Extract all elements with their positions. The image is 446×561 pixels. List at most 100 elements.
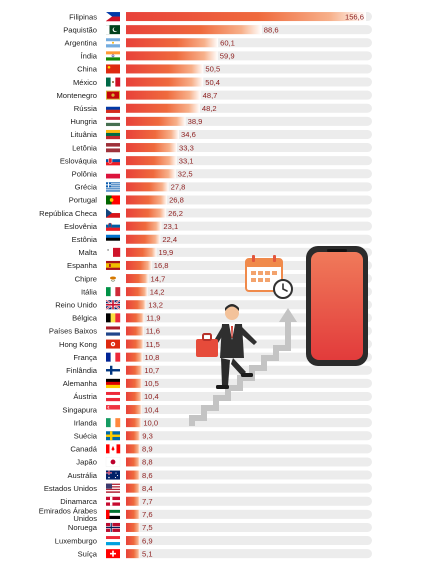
category-label-33: Canadá — [70, 445, 97, 454]
category-label-15: República Checa — [39, 209, 98, 218]
bar-row-30: Singapura 10,4 — [62, 405, 372, 415]
category-label-4: China — [77, 65, 98, 74]
bar-row-33: Canadá 8,9 — [70, 444, 372, 454]
bar-7 — [126, 103, 200, 113]
bar-32 — [126, 431, 141, 441]
value-label-10: 33,3 — [179, 143, 194, 152]
value-label-25: 11,5 — [146, 340, 160, 349]
united-kingdom-flag-icon — [105, 299, 121, 311]
bar-34 — [126, 457, 140, 467]
lithuania-flag-icon — [106, 129, 120, 140]
value-label-35: 8,6 — [142, 471, 153, 480]
value-label-5: 50,4 — [205, 78, 220, 87]
category-label-21: Itália — [81, 287, 98, 296]
bar-row-39: Noruega 7,5 — [68, 522, 372, 532]
bar-3 — [126, 51, 218, 61]
category-label-9: Lituânia — [70, 130, 97, 139]
bar-row-15: República Checa 26,2 — [39, 208, 372, 218]
category-label-12: Polônia — [72, 169, 98, 178]
value-label-1: 88,6 — [264, 25, 279, 34]
bar-40 — [126, 536, 140, 546]
value-label-2: 60,1 — [220, 38, 235, 47]
category-label-1: Paquistão — [63, 25, 97, 34]
bar-37 — [126, 496, 140, 506]
value-label-9: 34,6 — [181, 130, 196, 139]
bar-track-30 — [126, 405, 372, 415]
category-label-32: Suécia — [74, 431, 98, 440]
russia-flag-icon — [106, 103, 120, 113]
category-label-31: Irlanda — [74, 418, 98, 427]
bar-row-38: Emirados Árabes Unidos 7,6 — [39, 506, 372, 523]
greece-flag-icon — [106, 182, 120, 192]
value-label-17: 22,4 — [162, 235, 177, 244]
hong-kong-flag-icon — [106, 339, 120, 349]
category-label-19: Espanha — [67, 261, 98, 270]
value-label-15: 26,2 — [168, 209, 183, 218]
value-label-41: 5,1 — [142, 549, 153, 558]
bar-5 — [126, 77, 204, 87]
pakistan-flag-icon — [106, 25, 120, 35]
value-label-11: 33,1 — [179, 156, 194, 165]
value-label-24: 11,6 — [146, 327, 160, 336]
bar-6 — [126, 90, 201, 100]
category-label-17: Estônia — [72, 235, 98, 244]
category-label-29: Áustria — [73, 392, 97, 401]
japan-flag-icon — [105, 457, 121, 467]
netherlands-flag-icon — [106, 326, 120, 336]
value-label-0: 156,6 — [345, 12, 364, 21]
bar-41 — [126, 549, 140, 559]
bar-31 — [126, 418, 142, 428]
value-label-37: 7,7 — [142, 497, 153, 506]
bar-8 — [126, 116, 186, 126]
category-label-36: Estados Unidos — [44, 484, 97, 493]
category-label-35: Austrália — [67, 471, 97, 480]
category-label-27: Finlândia — [66, 366, 98, 375]
bar-track-13 — [126, 182, 372, 192]
canada-flag-icon — [106, 444, 121, 454]
bar-row-28: Alemanha 10,5 — [63, 378, 372, 389]
category-label-20: Chipre — [75, 274, 97, 283]
finland-flag-icon — [106, 365, 120, 375]
category-label-34: Japão — [76, 458, 97, 467]
bar-row-37: Dinamarca 7,7 — [60, 496, 372, 506]
staircase-arrow-illustration — [189, 308, 297, 426]
bar-24 — [126, 326, 144, 336]
bar-row-29: Áustria 10,4 — [73, 391, 372, 402]
bar-35 — [126, 470, 140, 480]
bar-track-14 — [126, 195, 372, 205]
belgium-flag-icon — [106, 313, 121, 323]
bar-row-40: Luxemburgo 6,9 — [55, 536, 372, 546]
hungary-flag-icon — [106, 116, 120, 127]
bar-row-10: Letônia 33,3 — [72, 143, 372, 153]
luxembourg-flag-icon — [106, 536, 120, 546]
bar-10 — [126, 143, 178, 153]
bar-track-36 — [126, 483, 372, 493]
category-label-7: Rússia — [74, 104, 98, 113]
bar-track-40 — [126, 536, 372, 546]
bar-track-29 — [126, 391, 372, 401]
bar-row-11: Eslováquia 33,1 — [60, 156, 372, 165]
bar-track-17 — [126, 234, 372, 244]
value-label-16: 23,1 — [163, 222, 178, 231]
value-label-26: 10,8 — [145, 353, 160, 362]
bar-18 — [126, 247, 157, 257]
category-label-18: Malta — [78, 248, 97, 257]
slovakia-flag-icon — [106, 156, 120, 166]
category-label-13: Grécia — [75, 183, 98, 192]
category-label-23: Bélgica — [72, 314, 98, 323]
switzerland-flag-icon — [106, 549, 120, 559]
bar-track-10 — [126, 143, 372, 153]
category-label-3: Índia — [81, 52, 98, 61]
value-label-4: 50,5 — [205, 65, 220, 74]
value-label-6: 48,7 — [203, 91, 218, 100]
bar-13 — [126, 182, 169, 192]
norway-flag-icon — [106, 522, 120, 532]
bar-row-1: Paquistão 88,6 — [63, 25, 372, 34]
bar-track-33 — [126, 444, 372, 454]
latvia-flag-icon — [106, 143, 120, 153]
value-label-31: 10,0 — [143, 418, 158, 427]
bar-track-8 — [126, 116, 372, 126]
bar-17 — [126, 234, 161, 244]
bar-20 — [126, 274, 149, 284]
bar-29 — [126, 391, 142, 401]
